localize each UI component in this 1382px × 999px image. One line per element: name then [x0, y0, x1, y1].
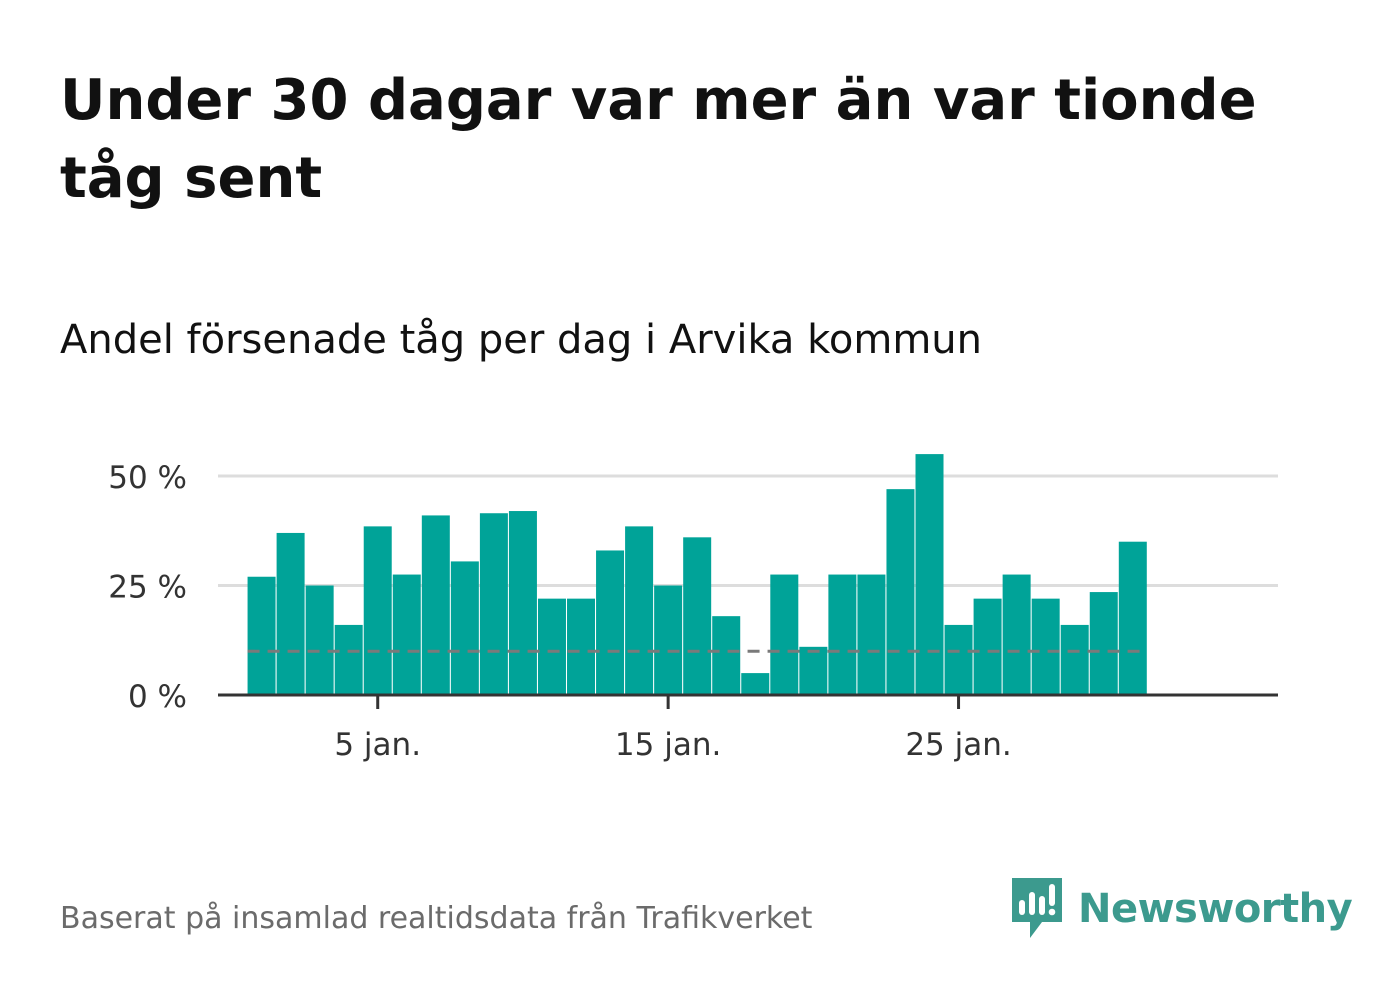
bar: [334, 624, 363, 695]
bar: [828, 574, 857, 695]
y-tick-label: 0 %: [128, 679, 187, 715]
x-tick-label: 5 jan.: [334, 727, 421, 763]
chart-title: Under 30 dagar var mer än var tionde tåg…: [60, 68, 1257, 211]
y-tick-label: 50 %: [108, 460, 187, 496]
bar: [1060, 624, 1089, 695]
bar: [596, 550, 625, 695]
tick-labels: 0 % 25 % 50 % 5 jan. 15 jan. 25 jan.: [108, 460, 1012, 763]
bar: [915, 454, 944, 695]
bar: [1002, 574, 1031, 695]
x-tick-label: 15 jan.: [615, 727, 721, 763]
bar: [392, 574, 421, 695]
newsworthy-logo-icon: [1012, 878, 1062, 938]
bars: [247, 454, 1147, 695]
bar: [857, 574, 886, 695]
bar: [567, 598, 596, 695]
bar: [886, 489, 915, 695]
bar: [741, 673, 770, 695]
bar: [537, 598, 566, 695]
source-note: Baserat på insamlad realtidsdata från Tr…: [60, 901, 813, 936]
brand-name: Newsworthy: [1078, 886, 1353, 932]
bar: [1089, 592, 1118, 695]
chart-subtitle: Andel försenade tåg per dag i Arvika kom…: [60, 317, 982, 363]
bar: [363, 526, 392, 695]
bar: [421, 515, 450, 695]
bar: [683, 537, 712, 695]
y-tick-label: 25 %: [108, 570, 187, 606]
bar: [944, 624, 973, 695]
bar: [799, 646, 828, 695]
bar: [1031, 598, 1060, 695]
bar: [973, 598, 1002, 695]
x-tick-label: 25 jan.: [905, 727, 1011, 763]
bar: [1118, 541, 1147, 695]
bar: [770, 574, 799, 695]
brand-logo: Newsworthy: [1012, 878, 1353, 940]
bar: [450, 561, 479, 695]
bar: [276, 532, 305, 695]
bar: [305, 585, 334, 695]
bar: [712, 616, 741, 695]
bar: [654, 585, 683, 695]
bar: [479, 513, 508, 695]
bar: [625, 526, 654, 695]
bar: [508, 511, 537, 695]
axes: [218, 693, 1278, 709]
bar: [247, 576, 276, 695]
